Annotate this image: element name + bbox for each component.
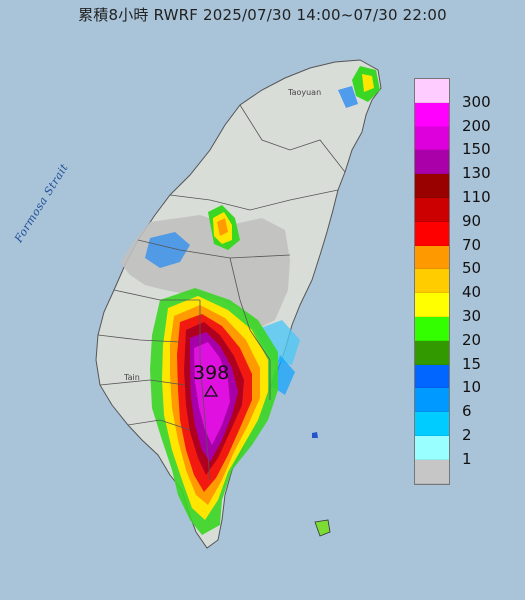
- legend-swatch: [415, 435, 449, 460]
- rain-zone-north-orange: [217, 218, 228, 236]
- legend-swatch: [415, 340, 449, 365]
- legend-label: 110: [462, 188, 491, 206]
- legend-label: 6: [462, 402, 472, 421]
- legend-swatch: [415, 293, 449, 317]
- legend-label: 1: [462, 449, 472, 468]
- legend-swatch: [415, 102, 449, 127]
- place-label-tainan: Tain: [124, 373, 140, 382]
- legend-label: 15: [462, 354, 482, 373]
- legend-swatch: [415, 388, 449, 413]
- legend-label: 90: [462, 211, 482, 230]
- rain-zone-magenta: [194, 342, 230, 445]
- color-legend: [414, 78, 450, 485]
- max-location-triangle-icon: [204, 385, 218, 397]
- legend-swatch: [415, 197, 449, 222]
- rain-zone-blue: [145, 232, 190, 268]
- legend-swatch: [415, 269, 449, 294]
- rain-zone-cyan: [255, 320, 300, 365]
- legend-swatch: [415, 221, 449, 246]
- legend-label: 300: [462, 92, 491, 111]
- legend-label: 40: [462, 283, 482, 302]
- rain-zone-ne-blue: [338, 86, 358, 108]
- legend-label: 10: [462, 378, 482, 397]
- legend-swatch: [415, 126, 449, 151]
- legend-swatch: [415, 79, 449, 103]
- rain-zone-ne-yellow: [362, 74, 374, 92]
- legend-label: 200: [462, 116, 491, 135]
- legend-label: 20: [462, 330, 482, 349]
- legend-swatch: [415, 245, 449, 270]
- legend-swatch: [415, 150, 449, 175]
- legend-label: 2: [462, 426, 472, 444]
- legend-label: 30: [462, 307, 482, 325]
- place-label-taoyuan: Taoyuan: [288, 88, 322, 97]
- legend-swatch: [415, 459, 449, 484]
- map-title: 累積8小時 RWRF 2025/07/30 14:00~07/30 22:00: [78, 6, 447, 24]
- legend-swatch: [415, 412, 449, 436]
- legend-label: 130: [462, 164, 491, 183]
- legend-swatch: [415, 364, 449, 389]
- legend-swatch: [415, 316, 449, 341]
- green-island: [312, 432, 318, 438]
- legend-label: 50: [462, 259, 482, 278]
- legend-label: 70: [462, 235, 482, 254]
- legend-label: 150: [462, 140, 491, 159]
- legend-swatch: [415, 174, 449, 198]
- orchid-island: [314, 519, 331, 537]
- county-boundaries: [97, 104, 346, 481]
- max-rainfall-value: 398: [193, 362, 230, 384]
